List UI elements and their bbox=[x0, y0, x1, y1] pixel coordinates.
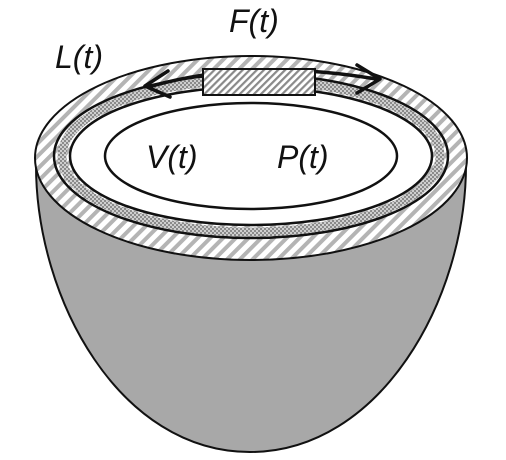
pressure-label: P(t) bbox=[277, 139, 329, 175]
arrowhead-right bbox=[355, 63, 382, 95]
ventricle-cavity bbox=[103, 101, 399, 211]
length-label: L(t) bbox=[55, 39, 103, 75]
volume-label: V(t) bbox=[146, 139, 198, 175]
force-label: F(t) bbox=[229, 3, 279, 39]
force-element-block bbox=[202, 68, 316, 96]
arrowhead-left bbox=[143, 69, 172, 99]
